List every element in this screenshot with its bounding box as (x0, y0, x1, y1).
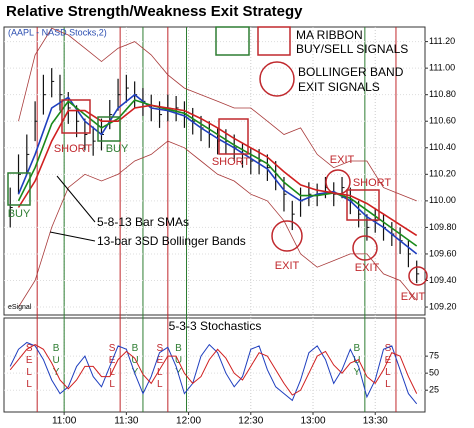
legend-text: MA RIBBON (296, 28, 363, 42)
bb-label: 13-bar 3SD Bollinger Bands (97, 234, 246, 248)
chart-title: Relative Strength/Weakness Exit Strategy (6, 3, 303, 20)
legend-buy-box (215, 26, 250, 56)
signal-text: BUY (51, 343, 62, 379)
signal-label: SHORT (54, 143, 93, 155)
signal-box (218, 118, 249, 155)
price-panel (3, 26, 426, 316)
signal-box (61, 99, 91, 134)
signal-label: EXIT (401, 291, 426, 303)
chart-subtitle: (AAPL - NASD Stocks,2) (8, 27, 107, 37)
x-tick-label: 13:30 (363, 416, 388, 427)
pointer (49, 231, 96, 242)
pointer (56, 175, 96, 223)
exit-circle (325, 169, 351, 195)
signal-box (97, 116, 121, 142)
signal-text: BUY (351, 343, 362, 379)
bollinger-band (18, 27, 417, 202)
signal-label: BUY (106, 143, 129, 155)
y-tick-label: 110.00 (429, 195, 456, 205)
y-tick-label: 109.60 (429, 248, 457, 258)
y-tick-label: 110.20 (429, 169, 456, 179)
x-tick-label: 13:00 (300, 416, 325, 427)
signal-text: SELL (107, 343, 118, 391)
y-tick-label: 110.80 (429, 89, 456, 99)
sma-line (17, 93, 418, 255)
signal-label: BUY (8, 208, 31, 220)
y-tick-label: 75 (429, 351, 439, 361)
y-tick-label: 110.40 (429, 142, 456, 152)
signal-text: SELL (382, 343, 393, 391)
signal-text: BUY (129, 343, 140, 379)
signal-label: SHORT (353, 177, 392, 189)
exit-circle (408, 266, 428, 286)
exit-circle (271, 220, 303, 252)
signal-label: EXIT (355, 262, 380, 274)
sma-line (17, 104, 418, 237)
signal-text: SELL (24, 343, 35, 391)
exit-circle (352, 235, 378, 261)
plot-layer: 11:00 11:30 12:00 12:30 13:00 13:30 SELL BUY SEL… (4, 27, 457, 427)
stochastic-line (9, 344, 418, 396)
y-tick-label: 109.20 (429, 301, 457, 311)
signal-label: SHORT (212, 156, 251, 168)
x-tick-label: 12:00 (176, 416, 201, 427)
legend-text: BUY/SELL SIGNALS (296, 42, 408, 56)
stochastic-title: 5-3-3 Stochastics (169, 319, 262, 333)
signal-box (346, 189, 380, 221)
x-tick-label: 11:00 (52, 416, 77, 427)
y-tick-label: 50 (429, 368, 439, 378)
signal-text: SELL (154, 343, 165, 391)
signal-box (7, 172, 31, 206)
sma-line (17, 99, 418, 247)
x-tick-label: 12:30 (238, 416, 263, 427)
y-tick-label: 110.60 (429, 116, 456, 126)
legend-exit-circle (259, 61, 295, 97)
y-tick-label: 109.40 (429, 275, 457, 285)
y-tick-label: 111.00 (429, 63, 455, 73)
bollinger-band (18, 140, 418, 308)
signal-label: EXIT (330, 154, 355, 166)
legend-text: EXIT SIGNALS (298, 80, 380, 94)
y-tick-label: 25 (429, 385, 439, 395)
y-tick-label: 111.20 (429, 36, 455, 46)
x-tick-label: 11:30 (114, 416, 139, 427)
signal-label: EXIT (275, 260, 300, 272)
stochastic-line (9, 341, 418, 405)
sma-label: 5-8-13 Bar SMAs (97, 215, 189, 229)
source: eSignal (8, 304, 32, 311)
stochastic-panel (3, 317, 426, 413)
legend-text: BOLLINGER BAND (298, 65, 404, 79)
y-tick-label: 109.80 (429, 222, 457, 232)
legend-sell-box (257, 26, 291, 56)
